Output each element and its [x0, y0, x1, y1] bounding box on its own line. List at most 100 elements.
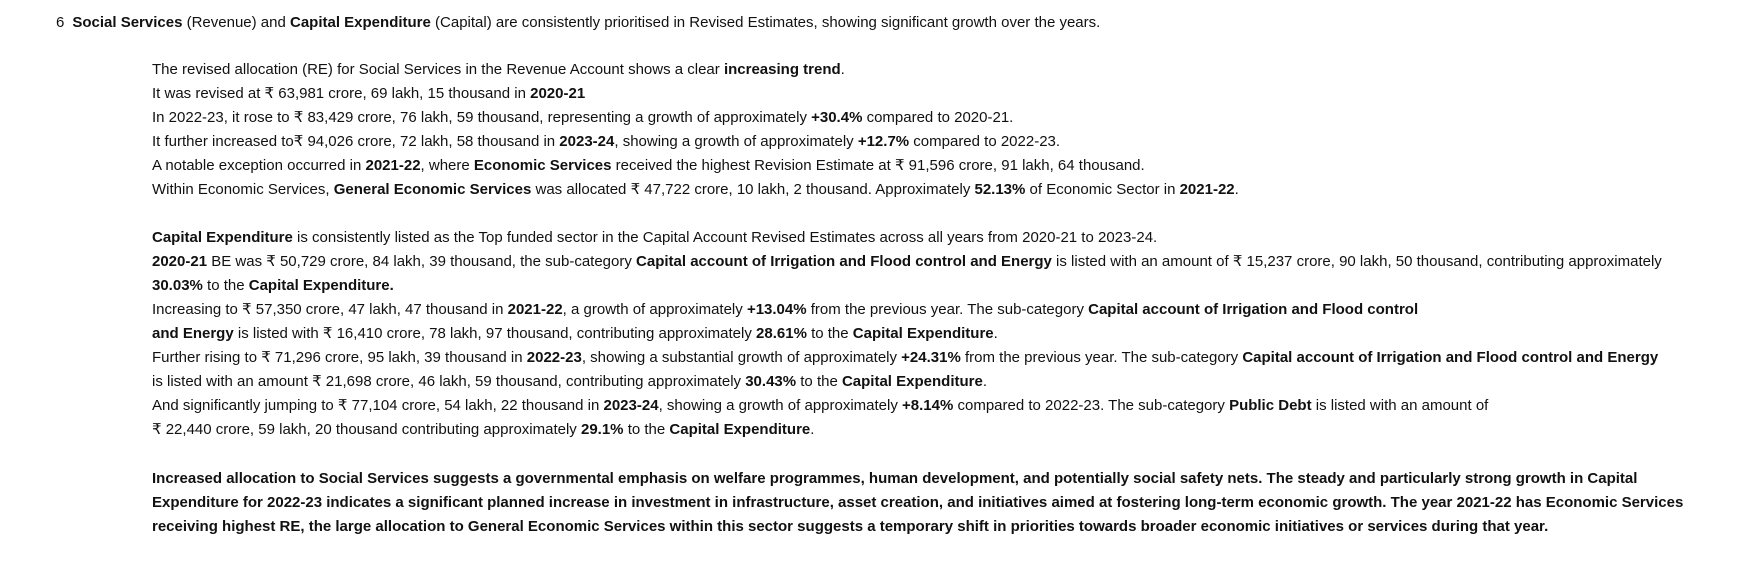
emphasis-text: 30.43%: [745, 373, 797, 390]
body-text: In 2022-23, it rose to ₹ 83,429 crore, 7…: [152, 109, 812, 126]
body-text: is listed with an amount ₹ 21,698 crore,…: [152, 373, 746, 390]
emphasis-text: Social Services: [72, 14, 183, 31]
body-text: from the previous year. The sub-category: [806, 301, 1089, 318]
body-text: Further rising to ₹ 71,296 crore, 95 lak…: [152, 349, 527, 366]
capital-analysis-paragraph: Capital Expenditure is consistently list…: [152, 226, 1742, 442]
text-line: Increased allocation to Social Services …: [152, 467, 1742, 491]
body-text: A notable exception occurred in: [152, 157, 366, 174]
body-text: .: [840, 61, 845, 78]
text-line: It was revised at ₹ 63,981 crore, 69 lak…: [152, 82, 1742, 106]
body-text: (Revenue) and: [182, 14, 290, 31]
emphasis-text: Increased allocation to Social Services …: [152, 470, 1638, 487]
text-line: ₹ 22,440 crore, 59 lakh, 20 thousand con…: [152, 418, 1742, 442]
body-text: to the: [796, 373, 842, 390]
section-heading: 6 Social Services (Revenue) and Capital E…: [56, 11, 1100, 35]
text-line: receiving highest RE, the large allocati…: [152, 515, 1742, 539]
section-number: 6: [56, 14, 65, 31]
section-heading-text: Social Services (Revenue) and Capital Ex…: [72, 14, 1100, 31]
emphasis-text: 2020-21: [152, 253, 208, 270]
emphasis-text: +8.14%: [902, 397, 954, 414]
emphasis-text: 2021-22: [365, 157, 421, 174]
text-line: Expenditure for 2022-23 indicates a sign…: [152, 491, 1742, 515]
emphasis-text: 30.03%: [152, 277, 203, 294]
body-text: It was revised at ₹ 63,981 crore, 69 lak…: [152, 85, 531, 102]
revenue-analysis-paragraph: The revised allocation (RE) for Social S…: [152, 58, 1742, 202]
emphasis-text: 2021-22: [1179, 181, 1235, 198]
body-text: BE was ₹ 50,729 crore, 84 lakh, 39 thous…: [207, 253, 637, 270]
emphasis-text: +24.31%: [901, 349, 961, 366]
text-line: Capital Expenditure is consistently list…: [152, 226, 1742, 250]
emphasis-text: Capital Expenditure: [290, 14, 431, 31]
emphasis-text: 2021-22: [507, 301, 563, 318]
body-text: compared to 2022-23.: [909, 133, 1061, 150]
body-text: , showing a substantial growth of approx…: [581, 349, 902, 366]
body-text: is listed with an amount of ₹ 15,237 cro…: [1051, 253, 1662, 270]
emphasis-text: +12.7%: [857, 133, 910, 150]
conclusion-paragraph: Increased allocation to Social Services …: [152, 467, 1742, 539]
emphasis-text: 29.1%: [580, 421, 624, 438]
body-text: , where: [420, 157, 474, 174]
body-text: compared to 2022-23. The sub-category: [953, 397, 1230, 414]
emphasis-text: 28.61%: [756, 325, 807, 342]
body-text: ₹ 22,440 crore, 59 lakh, 20 thousand con…: [152, 421, 581, 438]
emphasis-text: Capital Expenditure.: [248, 277, 394, 294]
emphasis-text: Capital account of Irrigation and Flood …: [1088, 301, 1419, 318]
emphasis-text: +13.04%: [746, 301, 807, 318]
emphasis-text: Public Debt: [1229, 397, 1312, 414]
text-line: 2020-21 BE was ₹ 50,729 crore, 84 lakh, …: [152, 250, 1742, 274]
body-text: is listed with ₹ 16,410 crore, 78 lakh, …: [233, 325, 757, 342]
body-text: received the highest Revision Estimate a…: [611, 157, 1145, 174]
text-line: It further increased to₹ 94,026 crore, 7…: [152, 130, 1742, 154]
text-line: Increasing to ₹ 57,350 crore, 47 lakh, 4…: [152, 298, 1742, 322]
emphasis-text: Capital Expenditure: [852, 325, 994, 342]
body-text: was allocated ₹ 47,722 crore, 10 lakh, 2…: [531, 181, 975, 198]
body-text: (Capital) are consistently prioritised i…: [430, 14, 1101, 31]
emphasis-text: 52.13%: [974, 181, 1026, 198]
body-text: Increasing to ₹ 57,350 crore, 47 lakh, 4…: [152, 301, 508, 318]
emphasis-text: 2022-23: [526, 349, 582, 366]
text-line: Further rising to ₹ 71,296 crore, 95 lak…: [152, 346, 1742, 370]
text-line: And significantly jumping to ₹ 77,104 cr…: [152, 394, 1742, 418]
body-text: .: [1234, 181, 1239, 198]
emphasis-text: increasing trend: [723, 61, 841, 78]
body-text: is consistently listed as the Top funded…: [292, 229, 1158, 246]
body-text: compared to 2020-21.: [862, 109, 1014, 126]
body-text: , showing a growth of approximately: [658, 397, 903, 414]
emphasis-text: Capital account of Irrigation and Flood …: [636, 253, 1052, 270]
body-text: is listed with an amount of: [1311, 397, 1489, 414]
emphasis-text: and Energy: [152, 325, 234, 342]
body-text: from the previous year. The sub-category: [960, 349, 1243, 366]
emphasis-text: receiving highest RE, the large allocati…: [152, 518, 1549, 535]
body-text: to the: [806, 325, 853, 342]
body-text: to the: [202, 277, 249, 294]
emphasis-text: Economic Services: [473, 157, 612, 174]
body-text: It further increased to₹ 94,026 crore, 7…: [152, 133, 560, 150]
text-line: 30.03% to the Capital Expenditure.: [152, 274, 1742, 298]
body-text: .: [993, 325, 998, 342]
body-text: .: [810, 421, 815, 438]
emphasis-text: Capital account of Irrigation and Flood …: [1242, 349, 1659, 366]
text-line: is listed with an amount ₹ 21,698 crore,…: [152, 370, 1742, 394]
body-text: Within Economic Services,: [152, 181, 334, 198]
emphasis-text: Capital Expenditure: [841, 373, 983, 390]
emphasis-text: 2020-21: [530, 85, 586, 102]
body-text: to the: [623, 421, 670, 438]
body-text: , a growth of approximately: [562, 301, 747, 318]
emphasis-text: +30.4%: [811, 109, 863, 126]
text-line: In 2022-23, it rose to ₹ 83,429 crore, 7…: [152, 106, 1742, 130]
emphasis-text: 2023-24: [603, 397, 659, 414]
emphasis-text: General Economic Services: [333, 181, 532, 198]
body-text: .: [982, 373, 987, 390]
text-line: The revised allocation (RE) for Social S…: [152, 58, 1742, 82]
text-line: Within Economic Services, General Econom…: [152, 178, 1742, 202]
body-text: And significantly jumping to ₹ 77,104 cr…: [152, 397, 604, 414]
emphasis-text: Capital Expenditure: [669, 421, 811, 438]
body-text: The revised allocation (RE) for Social S…: [152, 61, 724, 78]
emphasis-text: Capital Expenditure: [152, 229, 293, 246]
body-text: of Economic Sector in: [1025, 181, 1180, 198]
text-line: and Energy is listed with ₹ 16,410 crore…: [152, 322, 1742, 346]
body-text: , showing a growth of approximately: [614, 133, 858, 150]
emphasis-text: Expenditure for 2022-23 indicates a sign…: [152, 494, 1684, 511]
emphasis-text: 2023-24: [559, 133, 615, 150]
